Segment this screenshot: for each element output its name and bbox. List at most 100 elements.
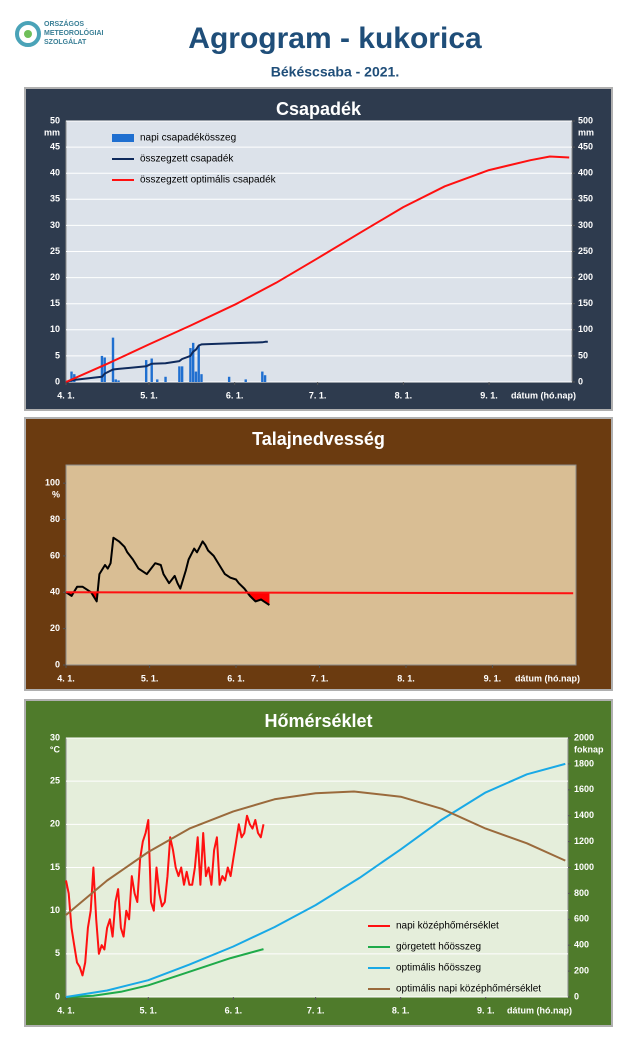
y2-tick-label: 450 (578, 141, 593, 151)
y-tick-label: 10 (50, 905, 60, 915)
y-unit: % (52, 490, 60, 500)
y-unit: °C (50, 744, 61, 754)
legend-label: napi csapadékösszeg (140, 133, 236, 144)
chart-title: Hőmérséklet (264, 711, 372, 731)
bar (261, 371, 264, 382)
bar (70, 371, 73, 382)
x-tick-label: 9. 1. (484, 673, 502, 683)
y-tick-label: 100 (45, 478, 60, 488)
y2-tick-label: 400 (574, 940, 589, 950)
x-tick-label: 8. 1. (395, 390, 413, 400)
line-series (65, 790, 566, 916)
bar (194, 371, 198, 382)
bar (100, 355, 104, 382)
bar (117, 380, 120, 382)
bar (164, 376, 167, 382)
logo: ORSZÁGOS METEOROLÓGIAI SZOLGÁLAT (15, 19, 104, 47)
y2-tick-label: 250 (578, 246, 593, 256)
y2-tick-label: 300 (578, 220, 593, 230)
y2-tick-label: 1800 (574, 758, 594, 768)
legend-label: optimális napi középhőmérséklet (396, 984, 541, 995)
logo-text: ORSZÁGOS (44, 19, 84, 28)
y-tick-label: 25 (50, 776, 60, 786)
logo-text: SZOLGÁLAT (44, 37, 87, 46)
y2-tick-label: 1000 (574, 862, 594, 872)
legend-label: görgetett hőösszeg (396, 942, 481, 953)
x-axis-label: dátum (hó.nap) (511, 390, 576, 400)
bar (150, 358, 153, 382)
y-tick-label: 30 (50, 732, 60, 742)
chart-title: Csapadék (276, 99, 362, 119)
y-tick-label: 45 (50, 141, 60, 151)
y-tick-label: 80 (50, 514, 60, 524)
bar (263, 375, 267, 382)
chart-title: Talajnedvesség (252, 429, 385, 449)
y2-tick-label: 200 (574, 965, 589, 975)
plot-area (65, 464, 577, 666)
x-tick-label: 7. 1. (309, 390, 327, 400)
page-title: Agrogram - kukorica (188, 22, 482, 55)
x-axis-label: dátum (hó.nap) (515, 673, 580, 683)
y-tick-label: 60 (50, 550, 60, 560)
line-series (65, 591, 574, 595)
x-tick-label: 6. 1. (225, 1005, 243, 1015)
x-tick-label: 8. 1. (397, 673, 415, 683)
y-tick-label: 40 (50, 168, 60, 178)
y2-tick-label: 200 (578, 272, 593, 282)
y-tick-label: 25 (50, 246, 60, 256)
line-series (65, 814, 265, 977)
x-tick-label: 5. 1. (140, 390, 158, 400)
bar (156, 379, 159, 382)
line-series (65, 340, 268, 383)
y-tick-label: 15 (50, 298, 60, 308)
line-series (65, 155, 570, 383)
logo-dot (24, 30, 32, 38)
x-tick-label: 4. 1. (57, 1005, 75, 1015)
page-subtitle: Békéscsaba - 2021. (271, 64, 399, 80)
bar (244, 379, 247, 382)
y-tick-label: 20 (50, 623, 60, 633)
y2-tick-label: 100 (578, 324, 593, 334)
x-tick-label: 7. 1. (307, 1005, 325, 1015)
y2-tick-label: 0 (578, 376, 583, 386)
y2-tick-label: 1600 (574, 784, 594, 794)
x-tick-label: 6. 1. (226, 390, 244, 400)
x-tick-label: 8. 1. (392, 1005, 410, 1015)
y-tick-label: 20 (50, 272, 60, 282)
x-tick-label: 5. 1. (140, 1005, 158, 1015)
bar (200, 374, 203, 382)
y-tick-label: 5 (55, 948, 60, 958)
legend-label: napi középhőmérséklet (396, 921, 499, 932)
y-tick-label: 15 (50, 862, 60, 872)
x-tick-label: 6. 1. (227, 673, 245, 683)
bar (189, 348, 192, 382)
y2-tick-label: 500 (578, 115, 593, 125)
y-tick-label: 0 (55, 376, 60, 386)
x-tick-label: 4. 1. (57, 673, 75, 683)
y-tick-label: 0 (55, 659, 60, 669)
y2-tick-label: 0 (574, 991, 579, 1001)
x-tick-label: 4. 1. (57, 390, 75, 400)
bar (197, 345, 200, 382)
legend-label: optimális hőösszeg (396, 963, 481, 974)
x-tick-label: 5. 1. (141, 673, 159, 683)
y-tick-label: 10 (50, 324, 60, 334)
bar (144, 360, 148, 382)
y2-tick-label: 50 (578, 350, 588, 360)
legend-label: összegzett optimális csapadék (140, 175, 277, 186)
x-tick-label: 9. 1. (480, 390, 498, 400)
y2-unit: mm (578, 127, 594, 137)
y2-tick-label: 350 (578, 194, 593, 204)
logo-ring (15, 21, 41, 47)
x-tick-label: 9. 1. (477, 1005, 495, 1015)
y2-tick-label: 1200 (574, 836, 594, 846)
bar (103, 357, 106, 382)
x-axis-label: dátum (hó.nap) (507, 1005, 572, 1015)
bar (191, 342, 195, 382)
y-tick-label: 35 (50, 194, 60, 204)
bar (111, 337, 115, 382)
y2-tick-label: 150 (578, 298, 593, 308)
y-tick-label: 40 (50, 587, 60, 597)
line-series (65, 948, 264, 998)
y2-tick-label: 1400 (574, 810, 594, 820)
